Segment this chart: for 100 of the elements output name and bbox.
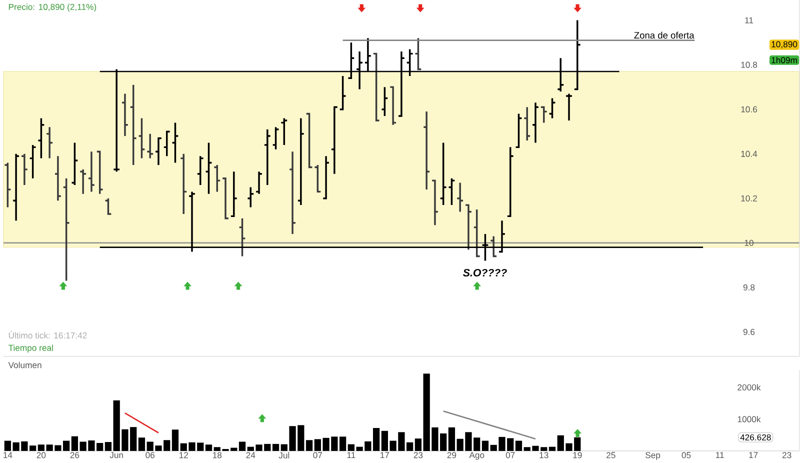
candlestick — [46, 126, 54, 160]
candlestick — [473, 208, 481, 258]
bar — [414, 438, 422, 451]
candlestick — [238, 218, 246, 258]
candlestick — [322, 155, 330, 200]
x-tick-label: Ago — [469, 452, 484, 460]
candlestick — [314, 164, 322, 193]
annotation: S.O???? — [463, 269, 507, 277]
y-tick-label: 10.6 — [741, 106, 757, 112]
candlestick — [440, 142, 448, 206]
bar — [104, 442, 112, 451]
candlestick — [339, 75, 347, 110]
candlestick — [4, 162, 12, 208]
candlestick — [213, 164, 221, 193]
candlestick — [330, 106, 338, 175]
x-tick-label: 07 — [313, 452, 322, 458]
candlestick — [180, 153, 188, 215]
annotation: Zona de oferta — [634, 32, 694, 39]
bar — [448, 427, 456, 451]
bar — [71, 436, 78, 451]
candlestick — [380, 86, 388, 117]
candlestick — [514, 112, 523, 148]
y-tick-label: 1000k — [738, 416, 761, 422]
candlestick — [154, 137, 162, 166]
candlestick — [20, 153, 28, 186]
candlestick — [506, 146, 514, 218]
candlestick — [540, 106, 548, 124]
x-tick-label: 11 — [716, 452, 724, 458]
candlestick — [431, 180, 439, 226]
candlestick — [389, 86, 397, 126]
candlestick — [288, 150, 296, 235]
candlestick — [264, 128, 272, 186]
candlestick — [422, 110, 430, 190]
x-tick-label: Sep — [646, 452, 660, 460]
candlestick — [70, 142, 78, 186]
candlestick — [490, 235, 498, 258]
x-tick-label: 25 — [606, 452, 616, 458]
x-tick-label: 19 — [573, 452, 582, 458]
candlestick — [532, 102, 540, 144]
candlestick — [272, 126, 280, 150]
bar — [172, 430, 179, 451]
candlestick — [255, 170, 263, 195]
chart-title: Precio: 10,890 (2,11%) — [8, 4, 96, 12]
x-tick-label: 17 — [380, 452, 390, 458]
y-tick-label: 11 — [745, 17, 754, 24]
bar — [205, 444, 212, 451]
y-tick-label: 10.4 — [741, 150, 758, 157]
bar — [138, 438, 146, 451]
candlestick — [305, 112, 314, 168]
annotation: 426.628 — [740, 434, 771, 440]
bar — [339, 436, 346, 451]
bar — [272, 444, 280, 451]
candlestick — [372, 52, 380, 122]
x-tick-label: 18 — [213, 452, 222, 458]
candlestick — [121, 92, 129, 137]
x-tick-label: Jul — [278, 452, 290, 458]
bar — [238, 442, 246, 451]
candlestick — [548, 97, 556, 120]
candlestick — [96, 150, 104, 195]
candlestick — [54, 155, 62, 202]
candlestick — [456, 182, 464, 213]
candlestick — [448, 178, 456, 206]
y-tick-label: 9.6 — [743, 328, 755, 336]
x-tick-label: 13 — [540, 452, 548, 458]
bar — [38, 444, 45, 451]
candlestick — [130, 84, 138, 166]
y-tick-label: 10.8 — [741, 62, 757, 68]
y-tick-label: 10.2 — [741, 195, 757, 202]
candlestick — [12, 153, 20, 222]
candlestick — [246, 186, 254, 208]
x-tick-label: 23 — [782, 452, 792, 458]
candlestick — [280, 117, 288, 146]
x-tick-label: 20 — [36, 452, 46, 458]
candlestick — [62, 178, 70, 282]
candlestick — [79, 168, 87, 195]
x-tick-label: 17 — [749, 452, 758, 458]
bar — [306, 440, 313, 451]
candlestick — [146, 133, 154, 160]
candlestick — [138, 117, 146, 160]
candlestick — [565, 92, 573, 122]
candlestick — [37, 117, 45, 160]
candlestick — [163, 130, 171, 158]
annotation: 1h09m — [772, 56, 797, 64]
candlestick — [196, 155, 204, 186]
x-tick-label: 14 — [4, 452, 12, 458]
candlestick — [204, 142, 213, 195]
bar — [372, 428, 380, 451]
x-tick-label: 11 — [347, 452, 356, 458]
annotation: Último tick: 16:17:42 — [8, 330, 87, 339]
candlestick — [171, 122, 180, 164]
candlestick — [414, 37, 422, 70]
candlestick — [88, 150, 96, 193]
x-tick-label: 24 — [246, 452, 256, 458]
bar — [548, 446, 556, 451]
x-tick-label: 07 — [506, 452, 515, 458]
x-tick-label: Jun — [110, 452, 123, 458]
x-tick-label: 23 — [414, 452, 423, 458]
y-tick-label: 2000k — [738, 384, 761, 390]
bar — [515, 440, 522, 451]
candlestick — [104, 198, 112, 215]
